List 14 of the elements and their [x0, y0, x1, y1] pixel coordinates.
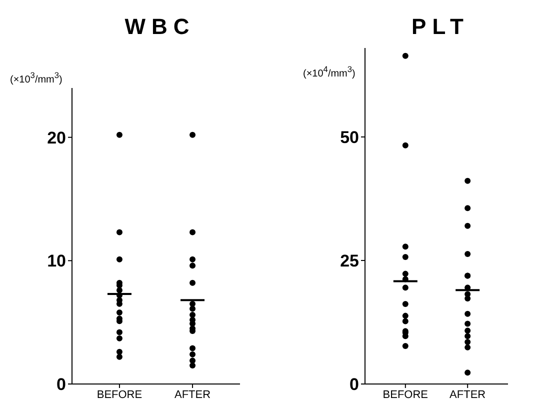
y-tick-label: 25: [340, 252, 359, 271]
chart-title: WBC: [124, 14, 196, 40]
x-tick-label: BEFORE: [382, 388, 428, 401]
y-axis-title: (×10$^{3}$/mm$^{3}$): [10, 70, 62, 86]
x-tick-label: AFTER: [174, 388, 211, 401]
x-tick-label: BEFORE: [96, 388, 142, 401]
y-tick-label: 20: [47, 128, 66, 148]
y-tick-label: 50: [340, 128, 359, 147]
chart-title: PLT: [410, 14, 470, 40]
y-tick-label: 0: [56, 375, 66, 394]
y-tick-label: 0: [350, 375, 359, 394]
x-tick-label: AFTER: [450, 388, 486, 401]
y-tick-label: 10: [47, 252, 66, 271]
y-axis-title: (×10$^{4}$/mm$^{3}$): [303, 64, 356, 80]
